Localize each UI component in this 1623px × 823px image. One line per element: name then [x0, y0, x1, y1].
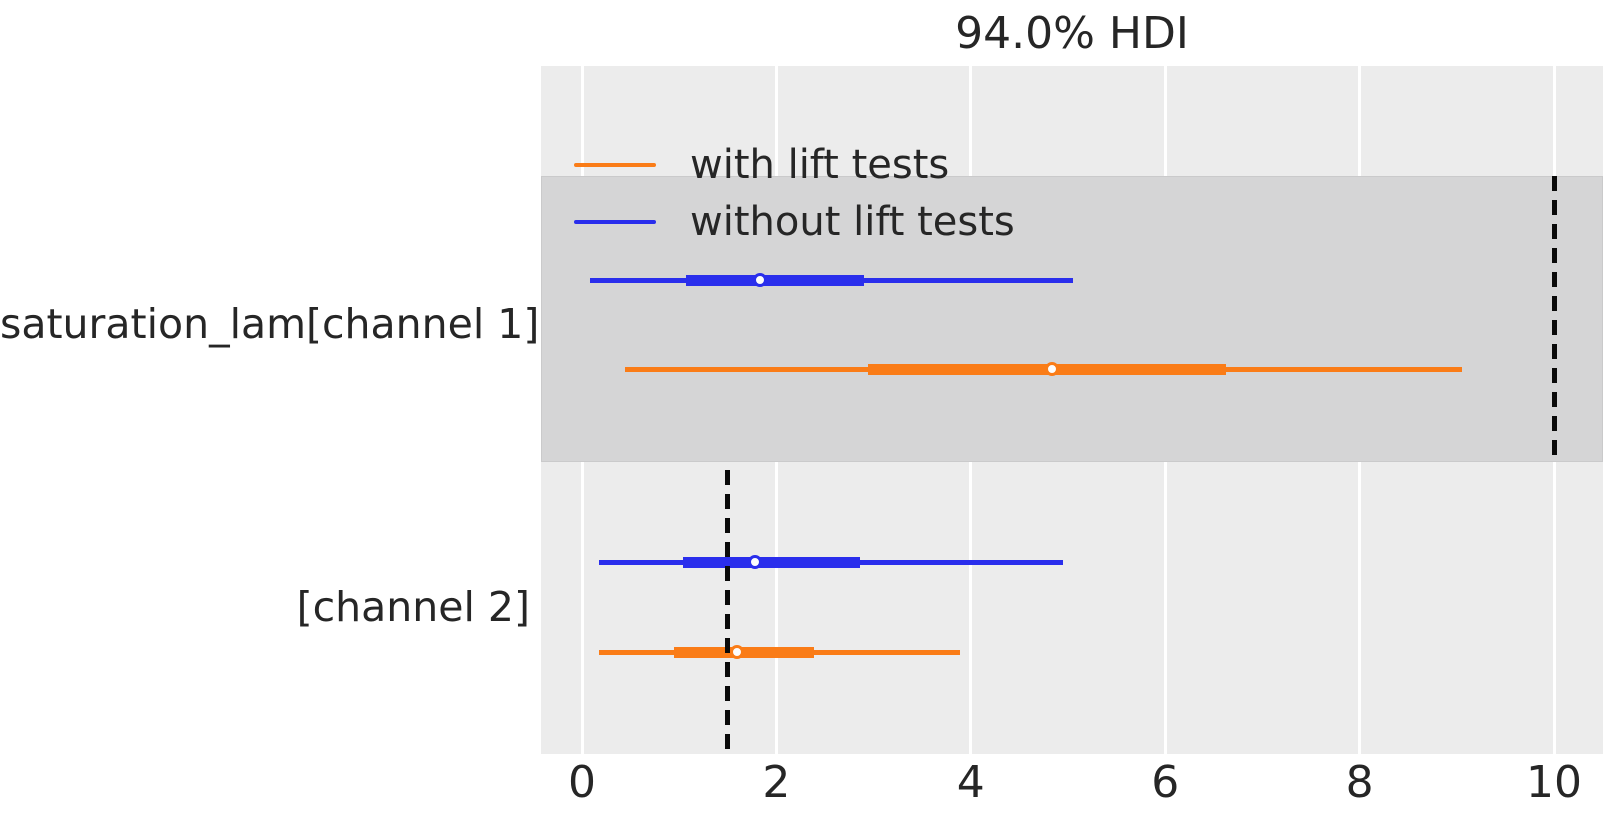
hdi-thick-interval [686, 274, 864, 286]
row-shading-1 [541, 176, 1603, 462]
hdi-thick-interval [683, 556, 860, 568]
reference-line-2 [725, 470, 731, 750]
y-tick-label: [channel 2] [296, 583, 530, 631]
x-tick-label: 6 [1151, 757, 1180, 808]
median-marker [729, 645, 744, 659]
x-tick-label: 4 [956, 757, 985, 808]
y-tick-label: saturation_lam[channel 1] [0, 300, 540, 348]
legend-line-sample [574, 163, 656, 167]
x-tick-label: 10 [1526, 757, 1582, 808]
x-tick-label: 8 [1345, 757, 1374, 808]
median-marker [752, 273, 767, 287]
legend-label: without lift tests [690, 199, 1015, 245]
legend-line-sample [574, 220, 656, 224]
hdi-thick-interval [674, 646, 815, 658]
legend-label: with lift tests [690, 142, 950, 188]
plot-title: 94.0% HDI [955, 8, 1189, 59]
reference-line-1 [1551, 176, 1557, 462]
x-tick-label: 2 [762, 757, 791, 808]
x-tick-label: 0 [568, 757, 596, 808]
median-marker [1045, 362, 1060, 376]
median-marker [748, 555, 763, 569]
plot-area: with lift tests without lift tests [541, 66, 1603, 754]
